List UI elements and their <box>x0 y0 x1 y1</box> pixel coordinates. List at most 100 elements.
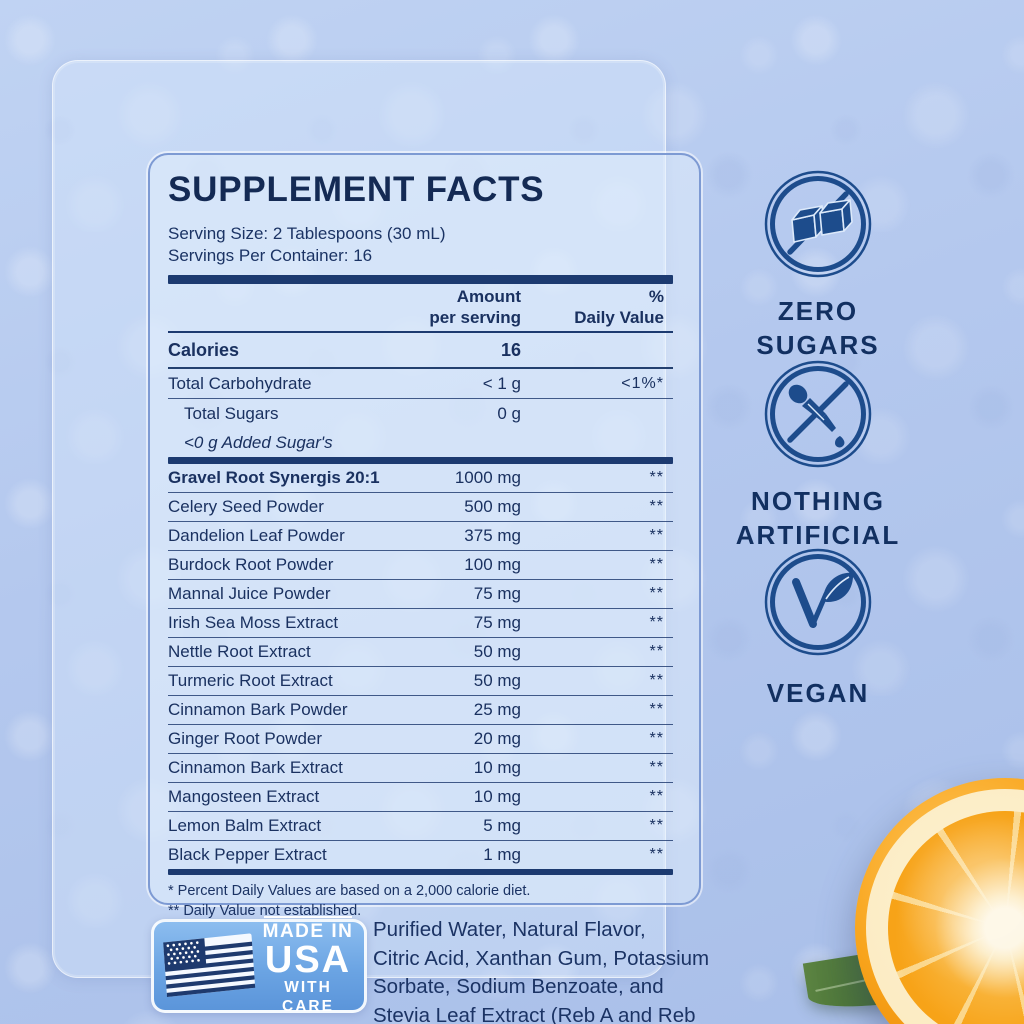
table-row: Lemon Balm Extract 5 mg ** <box>168 812 673 841</box>
row-daily-value: ** <box>649 759 664 776</box>
table-header: Amount per serving % Daily Value <box>168 286 673 333</box>
row-label: Lemon Balm Extract <box>168 816 322 835</box>
row-amount: 100 mg <box>464 555 521 574</box>
row-label: Celery Seed Powder <box>168 497 324 516</box>
orange-pith <box>866 789 1024 1024</box>
divider-bar-thick <box>168 275 673 284</box>
supplement-facts-panel: SUPPLEMENT FACTS Serving Size: 2 Tablesp… <box>148 153 701 919</box>
table-row: Gravel Root Synergis 20:1 1000 mg ** <box>168 464 673 493</box>
other-ingredients-line: Citric Acid, Xanthan Gum, Potassium <box>373 946 710 970</box>
row-daily-value: ** <box>649 643 664 660</box>
table-row: Mangosteen Extract 10 mg ** <box>168 783 673 812</box>
row-daily-value: ** <box>649 469 664 486</box>
vegan-badge: VEGAN <box>706 546 930 710</box>
row-amount: 20 mg <box>473 729 521 748</box>
row-label: Mannal Juice Powder <box>168 584 331 603</box>
row-amount: 1 mg <box>483 845 521 864</box>
calories-row: Calories 16 <box>168 333 673 369</box>
nothing-artificial-badge: NOTHING ARTIFICIAL <box>706 358 930 552</box>
table-row: Dandelion Leaf Powder 375 mg ** <box>168 522 673 551</box>
row-label: Black Pepper Extract <box>168 845 327 864</box>
table-row: Cinnamon Bark Extract 10 mg ** <box>168 754 673 783</box>
row-amount: 1000 mg <box>454 468 521 487</box>
row-label: Nettle Root Extract <box>168 642 311 661</box>
row-label: Cinnamon Bark Extract <box>168 758 343 777</box>
row-daily-value: ** <box>649 556 664 573</box>
table-row: Cinnamon Bark Powder 25 mg ** <box>168 696 673 725</box>
footnote-line: * Percent Daily Values are based on a 2,… <box>168 883 531 899</box>
footnote-line: ** Daily Value not established. <box>168 903 362 919</box>
with-care-label: WITH CARE <box>282 979 334 1015</box>
row-daily-value: ** <box>649 527 664 544</box>
row-daily-value: ** <box>649 672 664 689</box>
nothing-artificial-caption-line2: ARTIFICIAL <box>735 520 901 550</box>
row-daily-value: ** <box>649 585 664 602</box>
other-ingredients-line: Sorbate, Sodium Benzoate, and <box>373 975 664 998</box>
other-ingredients-text: Purified Water, Natural Flavor, Citric Ac… <box>373 916 723 1024</box>
row-label: Total Carbohydrate <box>168 373 312 393</box>
row-daily-value: <1%* <box>621 374 664 392</box>
made-in-label: MADE IN <box>262 921 354 942</box>
row-label: Gravel Root Synergis 20:1 <box>168 468 380 487</box>
calories-label: Calories <box>168 339 240 360</box>
row-amount: 5 mg <box>483 816 521 835</box>
footnotes: * Percent Daily Values are based on a 2,… <box>168 881 673 921</box>
row-daily-value: ** <box>649 788 664 805</box>
row-amount: 10 mg <box>473 787 521 806</box>
daily-value-column-header: % Daily Value <box>574 287 664 327</box>
table-row: Nettle Root Extract 50 mg ** <box>168 638 673 667</box>
made-in-usa-badge: MADE IN USA WITH CARE <box>151 916 367 1016</box>
row-amount: 500 mg <box>464 497 521 516</box>
row-label: <0 g Added Sugar's <box>184 432 333 452</box>
row-label: Ginger Root Powder <box>168 729 323 748</box>
no-dropper-icon <box>764 360 872 468</box>
row-amount: 10 mg <box>473 758 521 777</box>
divider-bar-bottom <box>168 869 673 875</box>
table-row: Total Carbohydrate < 1 g <1%* <box>168 369 673 399</box>
supplement-facts-title: SUPPLEMENT FACTS <box>168 170 545 209</box>
row-amount: 75 mg <box>473 613 521 632</box>
no-sugar-cubes-icon <box>764 170 872 278</box>
table-row: Mannal Juice Powder 75 mg ** <box>168 580 673 609</box>
row-amount: 50 mg <box>473 642 521 661</box>
row-label: Mangosteen Extract <box>168 787 320 806</box>
row-amount: 50 mg <box>473 671 521 690</box>
row-daily-value: ** <box>649 498 664 515</box>
table-row: Burdock Root Powder 100 mg ** <box>168 551 673 580</box>
row-daily-value: ** <box>649 701 664 718</box>
zero-sugars-caption-line2: SUGARS <box>756 330 880 360</box>
table-row: Ginger Root Powder 20 mg ** <box>168 725 673 754</box>
divider-bar-mid <box>168 457 673 464</box>
row-daily-value: ** <box>649 817 664 834</box>
usa-flag-icon <box>163 933 256 998</box>
usa-badge-rule <box>264 916 352 918</box>
supplement-outer-panel: SUPPLEMENT FACTS Serving Size: 2 Tablesp… <box>52 60 709 1024</box>
orange-slice-image <box>855 778 1024 1024</box>
row-amount: < 1 g <box>482 373 521 393</box>
amount-column-header: Amount per serving <box>429 287 521 327</box>
table-row: Irish Sea Moss Extract 75 mg ** <box>168 609 673 638</box>
table-row: Turmeric Root Extract 50 mg ** <box>168 667 673 696</box>
orange-pulp-segments <box>888 811 1024 1024</box>
row-label: Irish Sea Moss Extract <box>168 613 339 632</box>
table-row: <0 g Added Sugar's <box>168 428 673 457</box>
row-amount: 375 mg <box>464 526 521 545</box>
serving-size-text: Serving Size: 2 Tablespoons (30 mL) <box>168 224 446 243</box>
nutrient-rows: Total Carbohydrate < 1 g <1%* Total Suga… <box>168 369 673 457</box>
row-amount: 25 mg <box>473 700 521 719</box>
other-ingredients-line: Stevia Leaf Extract (Reb A and Reb M) <box>373 1003 696 1024</box>
row-label: Dandelion Leaf Powder <box>168 526 345 545</box>
row-label: Turmeric Root Extract <box>168 671 333 690</box>
vegan-caption: VEGAN <box>766 678 870 708</box>
row-label: Cinnamon Bark Powder <box>168 700 348 719</box>
usa-label: USA <box>264 939 352 981</box>
nothing-artificial-caption-line1: NOTHING <box>751 486 885 516</box>
ingredient-rows: Gravel Root Synergis 20:1 1000 mg ** Cel… <box>168 464 673 869</box>
row-daily-value: ** <box>649 730 664 747</box>
table-row: Total Sugars 0 g <box>168 399 673 428</box>
row-label: Total Sugars <box>184 403 279 423</box>
row-daily-value: ** <box>649 846 664 863</box>
made-in-usa-text: MADE IN USA WITH CARE <box>260 916 356 1016</box>
row-label: Burdock Root Powder <box>168 555 334 574</box>
